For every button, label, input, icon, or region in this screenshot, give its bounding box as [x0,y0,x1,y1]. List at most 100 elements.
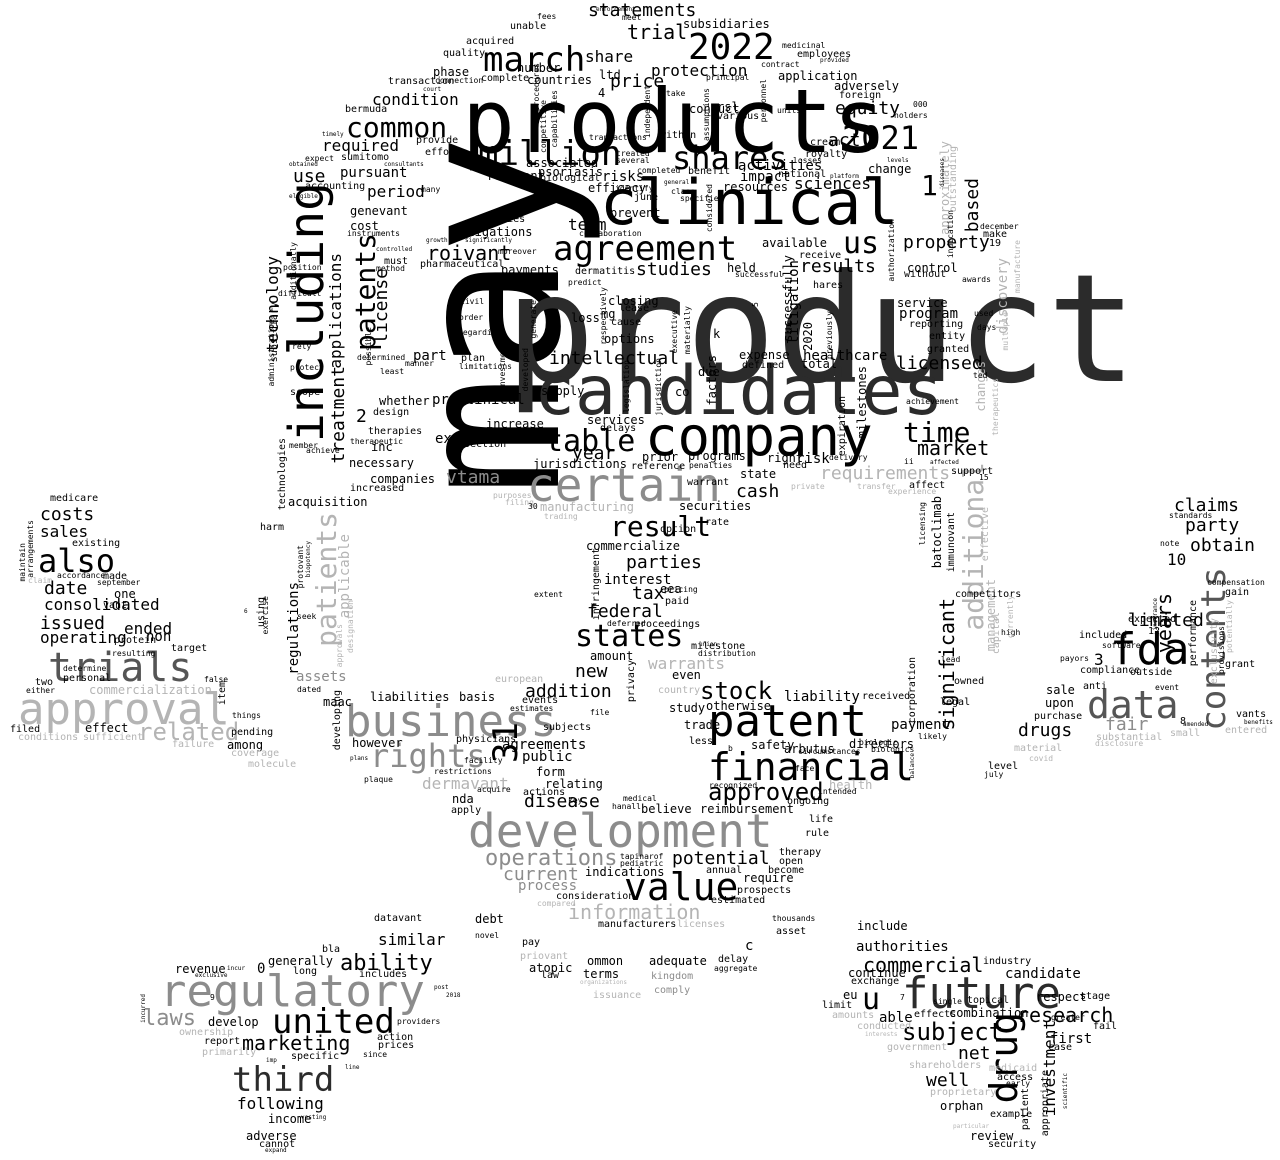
cloud-word: potentially [1225,600,1234,653]
cloud-word: commercialization [89,683,212,697]
cloud-word: ltd [599,68,621,82]
cloud-word: expiration [837,396,848,457]
cloud-word: protovant [296,545,305,589]
cloud-word: greater [1051,1013,1085,1022]
cloud-word: income [268,1112,312,1126]
cloud-word: potential [672,848,770,869]
cloud-word: pediatric [620,859,664,868]
cloud-word: delays [600,423,637,434]
cloud-word: risks [602,169,645,185]
cloud-word: intended [818,787,857,796]
cloud-word: reporting [909,319,964,330]
cloud-word: respect [1036,990,1087,1004]
cloud-word: biological [540,173,601,184]
cloud-word: molecule [248,759,297,770]
cloud-word: circumstances [798,747,861,756]
cloud-word: tax [632,583,665,604]
cloud-word: technologies [277,438,288,511]
cloud-word: dated [297,685,322,694]
cloud-word: believe [641,802,692,816]
cloud-word: post [434,984,449,991]
cloud-word: awards [962,275,991,284]
cloud-word: 0 [257,961,266,977]
cloud-word: limit [822,1000,853,1011]
cloud-word: milestones [855,366,869,439]
cloud-word: held [727,261,756,275]
cloud-word: days [977,323,997,332]
cloud-word: patient [1020,1088,1031,1131]
cloud-word: regulations [286,582,302,675]
cloud-word: recognized [709,781,758,790]
cloud-word: efforts [425,147,468,158]
cloud-word: proprietary [930,1087,997,1098]
cloud-word: sufficient [83,732,144,743]
cloud-word: pharmaceutical [420,259,505,270]
cloud-word: cannot [259,1139,296,1150]
cloud-word: intellectual [549,348,680,369]
cloud-word: manufacture [1013,240,1022,293]
cloud-word: less [689,736,714,747]
cloud-word: immunovant [946,512,957,573]
cloud-word: ongoing [787,796,830,807]
cloud-word: exercise [261,596,270,635]
cloud-word: aggregate [714,964,758,973]
cloud-word: amended [1183,721,1209,728]
cloud-word: country [658,685,701,696]
cloud-word: identify [615,184,654,193]
cloud-word: reimbursement [700,802,794,816]
cloud-word: considered [705,184,714,233]
cloud-word: national [778,169,827,180]
cloud-word: approvals [335,624,344,668]
cloud-word: debt [475,912,504,926]
cloud-word: target [171,643,208,654]
cloud-word: 19 [989,238,1002,249]
cloud-word: expenses [435,431,503,447]
cloud-word: sales [40,522,89,541]
cloud-word: service [897,296,948,310]
cloud-word: preclinical [432,392,525,408]
cloud-word: directors [849,737,915,751]
cloud-word: connection [435,76,484,85]
cloud-word: balance [909,753,916,779]
cloud-word: cash [736,481,780,502]
cloud-word: subject [902,1018,1004,1046]
cloud-word: therapeutic [350,437,403,446]
cloud-word: obtain [1190,535,1256,556]
cloud-word: available [762,236,828,250]
cloud-word: license [371,268,392,344]
cloud-word: studies [636,259,712,280]
cloud-word: mg [601,307,616,321]
cloud-word: timely [322,131,344,138]
cloud-word: biopotency [305,541,312,578]
cloud-word: therapy [779,847,822,858]
cloud-word: treated [616,149,650,158]
cloud-word: warrants [648,654,726,673]
cloud-word: administrative [267,319,276,387]
cloud-word: access [997,1072,1034,1083]
cloud-word: need [783,460,808,471]
cloud-word: court [423,86,442,93]
cloud-word: among [227,738,264,752]
cloud-word: acquired [466,36,515,47]
cloud-word: employees [797,49,852,60]
cloud-word: difficult [278,289,322,298]
cloud-word: issued [40,613,106,634]
cloud-word: hanall [612,802,641,811]
cloud-word: purchase [1034,711,1083,722]
cloud-word: pursuant [340,165,408,181]
cloud-word: 8 [1180,716,1187,727]
cloud-word: property [903,232,990,253]
cloud-word: c [745,938,754,954]
cloud-word: use [293,166,326,187]
cloud-word: eligible [289,193,318,200]
cloud-word: achievement [906,397,959,406]
cloud-word: authorization [887,219,896,282]
cloud-word: manufacturing [540,500,634,514]
cloud-word: face [795,764,815,773]
cloud-word: event [1155,683,1180,692]
cloud-word: line [345,1064,360,1071]
cloud-word: enforcement [596,6,636,13]
cloud-word: approved [708,778,824,806]
cloud-word: grant [1225,659,1256,670]
cloud-word: jurisdictions [533,457,627,471]
